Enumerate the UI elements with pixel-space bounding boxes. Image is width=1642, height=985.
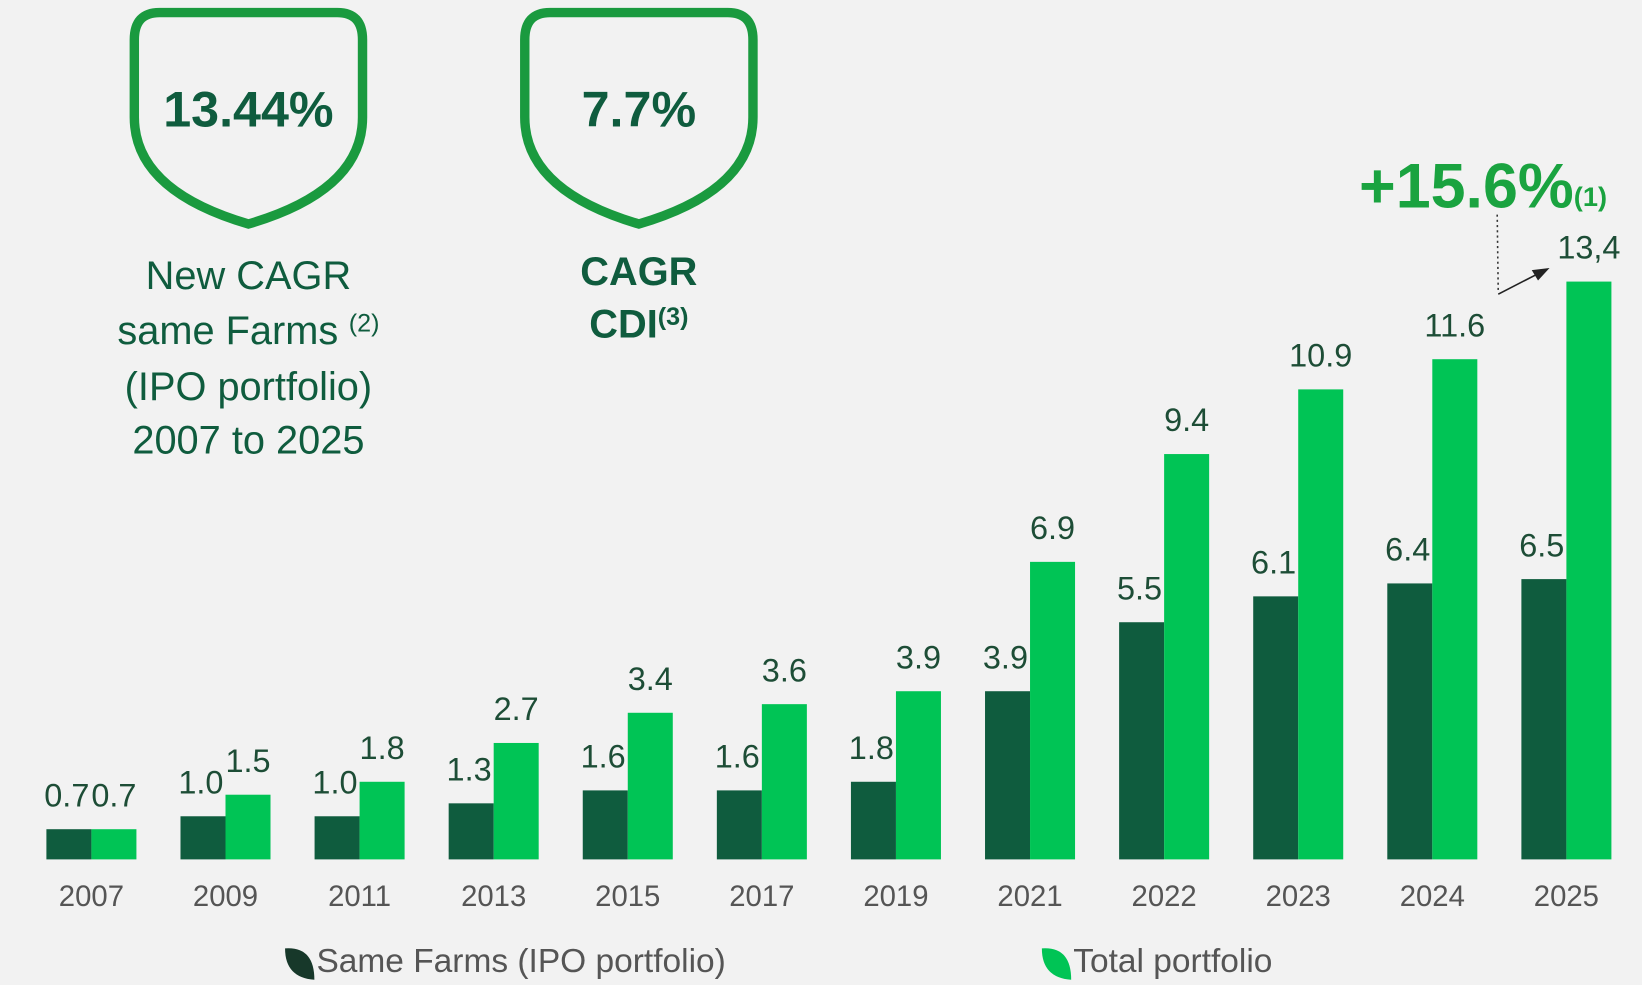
value-label: 6.5 — [1519, 527, 1564, 563]
legend-label: Same Farms (IPO portfolio) — [316, 943, 725, 980]
value-label: 1.3 — [447, 751, 492, 787]
value-label: 3.6 — [762, 652, 807, 688]
x-tick-label: 2025 — [1534, 880, 1599, 913]
badge-caption: 2007 to 2025 — [132, 418, 364, 462]
bar — [1298, 389, 1344, 860]
bar — [1566, 281, 1612, 860]
value-label: 1.0 — [178, 764, 223, 800]
badge-value: 13.44% — [163, 81, 333, 137]
bar — [91, 829, 137, 860]
value-label: 2.7 — [494, 691, 539, 727]
badge-caption: New CAGR — [146, 254, 352, 298]
x-tick-label: 2009 — [193, 880, 258, 913]
bar — [448, 803, 494, 860]
badge-caption: CDI(3) — [589, 302, 688, 346]
badge-shield — [520, 7, 758, 229]
value-label: 9.4 — [1164, 402, 1209, 438]
annotation-note: (1) — [1574, 181, 1607, 212]
bar — [46, 829, 92, 860]
badge-caption: (IPO portfolio) — [125, 365, 373, 409]
value-label: 11.6 — [1424, 307, 1485, 343]
bar — [850, 781, 896, 860]
badge-shield — [129, 7, 368, 229]
value-label: 3.9 — [983, 639, 1028, 675]
x-tick-label: 2017 — [729, 880, 794, 913]
value-label: 1.8 — [360, 730, 405, 766]
x-tick-label: 2023 — [1266, 880, 1331, 913]
value-label: 3.9 — [896, 639, 941, 675]
bar — [314, 816, 360, 860]
x-tick-label: 2021 — [997, 880, 1062, 913]
bar — [627, 712, 673, 860]
bar — [895, 691, 941, 860]
caption-sup: (3) — [658, 303, 689, 331]
bar — [493, 742, 539, 860]
x-tick-label: 2011 — [328, 880, 391, 913]
x-tick-label: 2013 — [461, 880, 526, 913]
badge-value: 7.7% — [582, 81, 696, 137]
legend-label: Total portfolio — [1073, 943, 1272, 980]
bar — [1030, 561, 1076, 860]
x-tick-label: 2022 — [1132, 880, 1197, 913]
bar — [1164, 454, 1210, 860]
legend-swatch — [1041, 948, 1072, 980]
bar — [1387, 583, 1433, 860]
value-label: 0.7 — [91, 777, 136, 813]
value-label: 13,4 — [1557, 230, 1620, 266]
value-label: 1.6 — [715, 739, 760, 775]
bar — [761, 704, 807, 860]
bar — [225, 794, 271, 860]
annotation: +15.6%(1) — [1359, 151, 1607, 221]
value-label: 6.9 — [1030, 510, 1075, 546]
arrow-head — [1531, 267, 1550, 281]
bar — [1253, 596, 1299, 860]
value-label: 5.5 — [1117, 570, 1162, 606]
annotation-text: +15.6% — [1359, 151, 1574, 221]
x-tick-label: 2007 — [59, 880, 124, 913]
x-tick-label: 2015 — [595, 880, 660, 913]
bar — [1432, 359, 1478, 860]
caption-sup: (2) — [349, 309, 380, 337]
value-label: 6.1 — [1251, 545, 1296, 581]
bar — [716, 790, 762, 860]
badge-caption: CAGR — [580, 250, 697, 294]
value-label: 1.6 — [581, 739, 626, 775]
x-tick-label: 2024 — [1400, 880, 1465, 913]
value-label: 1.5 — [225, 743, 270, 779]
value-label: 10.9 — [1289, 338, 1352, 374]
value-label: 1.8 — [849, 730, 894, 766]
caption-line: CDI — [589, 302, 657, 346]
value-label: 0.7 — [44, 777, 89, 813]
bar — [1119, 622, 1165, 860]
bar — [359, 781, 405, 860]
bar — [985, 691, 1031, 860]
bar — [582, 790, 628, 860]
x-tick-label: 2019 — [863, 880, 928, 913]
value-label: 6.4 — [1385, 532, 1430, 568]
legend-swatch — [285, 948, 315, 980]
value-label: 3.4 — [628, 661, 673, 697]
caption-line: same Farms — [117, 308, 338, 352]
value-label: 1.0 — [312, 764, 357, 800]
annotation-arrow — [1497, 272, 1540, 295]
bar — [180, 816, 226, 860]
badge-caption: same Farms (2) — [117, 308, 379, 352]
bar — [1521, 579, 1567, 860]
